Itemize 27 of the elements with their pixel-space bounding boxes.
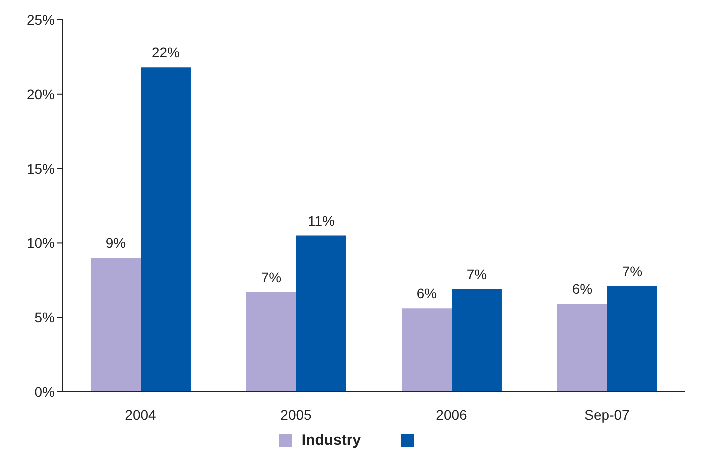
y-tick-label: 25% xyxy=(26,12,55,28)
y-tick-label: 20% xyxy=(26,86,55,102)
bar xyxy=(140,68,191,392)
y-tick-label: 15% xyxy=(26,160,55,177)
data-label: 7% xyxy=(261,269,282,286)
x-tick-label: Sep-07 xyxy=(584,406,630,423)
x-tick-label: 2004 xyxy=(125,406,157,423)
bar xyxy=(90,258,141,392)
legend-label: Industry xyxy=(302,432,362,449)
data-label: 9% xyxy=(106,235,126,252)
bar xyxy=(296,236,346,392)
bar xyxy=(246,292,296,392)
y-tick-label: 10% xyxy=(26,235,55,252)
x-tick-label: 2006 xyxy=(436,406,468,423)
y-tick-label: 0% xyxy=(34,384,55,400)
bar xyxy=(557,304,608,392)
bar xyxy=(402,308,452,392)
data-label: 7% xyxy=(466,266,488,282)
x-tick-label: 2005 xyxy=(280,406,312,423)
bar xyxy=(452,289,502,392)
data-label: 6% xyxy=(572,281,593,298)
data-label: 7% xyxy=(622,263,643,280)
data-label: 6% xyxy=(416,286,438,302)
y-tick-label: 5% xyxy=(34,310,55,326)
bar xyxy=(607,286,658,392)
data-label: 11% xyxy=(308,212,335,229)
data-label: 22% xyxy=(152,44,180,61)
